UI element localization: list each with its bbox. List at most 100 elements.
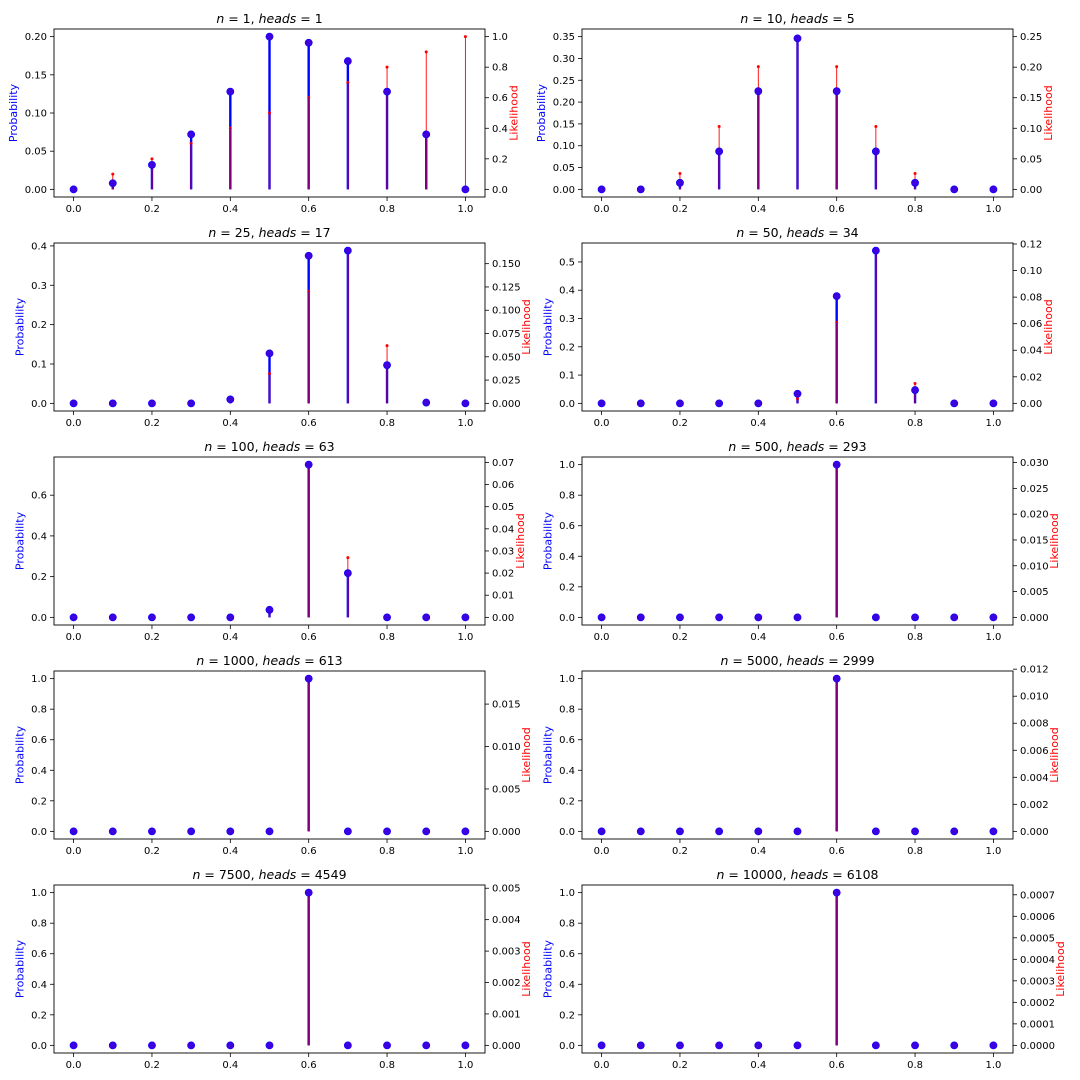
probability-point <box>911 613 919 622</box>
axes-frame <box>53 670 486 840</box>
title-part: n <box>736 225 744 240</box>
y-left-tick-label: 0.15 <box>553 119 575 130</box>
probability-point <box>754 1041 763 1050</box>
x-tick-label: 0.4 <box>222 1060 238 1071</box>
probability-point <box>343 569 352 578</box>
x-tick-label: 1.0 <box>457 846 473 857</box>
title-part: = <box>824 439 842 454</box>
probability-point <box>597 613 606 622</box>
subplot-title: n = 10, heads = 5 <box>740 11 854 26</box>
probability-point <box>461 185 470 194</box>
probability-point <box>304 674 313 683</box>
probability-point <box>265 827 274 836</box>
probability-point <box>69 827 78 836</box>
y-right-tick-label: 0.0003 <box>1020 976 1055 987</box>
probability-point <box>871 246 880 255</box>
y-right-tick-label: 0.0007 <box>1020 890 1055 901</box>
probability-point <box>226 1041 235 1050</box>
title-part: , <box>783 867 791 882</box>
y-right-tick-label: 0.0 <box>492 185 508 196</box>
y-right-tick-label: 0.2 <box>492 154 508 165</box>
title-n-value: 10 <box>767 11 783 26</box>
probability-point <box>422 130 431 139</box>
likelihood-point <box>913 381 917 385</box>
probability-point <box>793 389 802 398</box>
x-tick-label: 0.2 <box>672 1060 688 1071</box>
y-right-tick-label: 0.03 <box>492 546 514 557</box>
y-left-tick-label: 1.0 <box>559 888 575 899</box>
title-heads-value: 4549 <box>315 867 347 882</box>
y-left-tick-label: 0.2 <box>31 572 47 583</box>
y-right-tick-label: 0.008 <box>1020 719 1049 730</box>
y-right-tick-label: 0.0002 <box>1020 998 1055 1009</box>
y-right-tick-label: 0.125 <box>492 282 521 293</box>
title-part: heads <box>263 439 301 454</box>
y-right-tick-label: 0.8 <box>492 63 508 74</box>
likelihood-point <box>717 124 721 128</box>
title-heads-value: 613 <box>319 653 343 668</box>
probability-point <box>597 827 606 836</box>
probability-point <box>950 613 959 622</box>
y-left-tick-label: 0.8 <box>559 705 575 716</box>
y-left-tick-label: 0.2 <box>559 1010 575 1021</box>
probability-point <box>871 827 880 836</box>
x-tick-label: 0.0 <box>66 204 82 215</box>
axes-frame <box>581 28 1014 198</box>
subplot-title: n = 10000, heads = 6108 <box>716 867 878 882</box>
title-heads-value: 17 <box>315 225 331 240</box>
probability-point <box>715 827 724 836</box>
title-heads-value: 2999 <box>843 653 875 668</box>
y-right-tick-label: 0.002 <box>1020 800 1049 811</box>
y-right-tick-label: 0.006 <box>1020 746 1049 757</box>
x-tick-label: 0.0 <box>66 418 82 429</box>
x-tick-label: 0.6 <box>301 632 317 643</box>
subplot-4: n = 50, heads = 340.0 0.2 0.4 0.6 0.8 1.00.00… <box>541 225 1054 429</box>
title-n-value: 25 <box>235 225 251 240</box>
y-left-axis-label: Probability <box>535 83 548 142</box>
probability-point <box>148 613 156 622</box>
axes-frame <box>53 242 486 412</box>
x-tick-label: 0.6 <box>829 846 845 857</box>
title-n-value: 100 <box>231 439 255 454</box>
title-heads-value: 6108 <box>847 867 879 882</box>
title-part: , <box>255 653 263 668</box>
probability-point <box>754 613 763 622</box>
likelihood-point <box>874 124 878 128</box>
probability-point <box>108 827 117 836</box>
title-part: , <box>779 653 787 668</box>
title-part: heads <box>259 225 297 240</box>
probability-point <box>793 827 802 836</box>
y-right-tick-label: 0.10 <box>1020 124 1042 135</box>
y-left-tick-label: 0.00 <box>553 185 575 196</box>
title-heads-value: 63 <box>319 439 335 454</box>
y-right-tick-label: 0.004 <box>1020 773 1049 784</box>
probability-point <box>676 178 684 187</box>
title-part: = <box>204 653 222 668</box>
y-right-tick-label: 0.0006 <box>1020 912 1055 923</box>
probability-point <box>715 1041 724 1050</box>
y-left-tick-label: 0.3 <box>559 314 575 325</box>
y-left-axis-label: Probability <box>541 297 554 356</box>
probability-point <box>676 399 684 408</box>
subplot-title: n = 7500, heads = 4549 <box>192 867 346 882</box>
y-left-tick-label: 0.20 <box>553 98 575 109</box>
x-tick-label: 0.2 <box>672 846 688 857</box>
title-part: = <box>736 439 754 454</box>
y-left-tick-label: 0.0 <box>559 613 575 624</box>
probability-point <box>148 399 156 408</box>
y-right-tick-label: 0.25 <box>1020 32 1042 43</box>
y-left-tick-label: 0.6 <box>559 735 575 746</box>
probability-point <box>304 38 313 47</box>
y-right-tick-label: 0.015 <box>492 700 521 711</box>
y-left-tick-label: 0.4 <box>559 286 575 297</box>
y-right-tick-label: 0.05 <box>1020 154 1042 165</box>
y-right-tick-label: 0.0004 <box>1020 955 1055 966</box>
y-left-tick-label: 0.35 <box>553 32 575 43</box>
probability-point <box>265 349 274 358</box>
probability-point <box>676 1041 684 1050</box>
title-part: n <box>208 225 216 240</box>
y-right-tick-label: 0.000 <box>492 399 521 410</box>
probability-point <box>911 178 919 187</box>
y-right-tick-label: 0.00 <box>492 613 514 624</box>
